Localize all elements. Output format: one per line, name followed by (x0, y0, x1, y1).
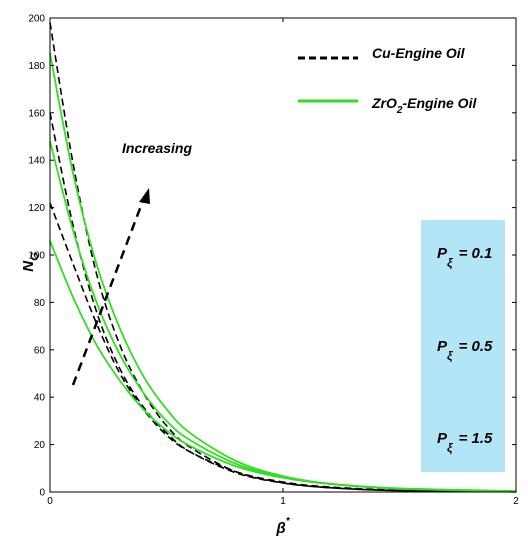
ticks-layer: 0 20 40 60 80 100 120 140 160 180 200 0 1 2 (28, 14, 519, 508)
y-tick-label: 140 (28, 156, 45, 167)
y-tick-label: 60 (34, 345, 46, 356)
parameter-box (421, 220, 505, 472)
param-label-2: Pξ = 1.5 (437, 430, 493, 455)
y-tick-label: 40 (34, 393, 46, 404)
y-tick-label: 100 (28, 251, 45, 262)
x-tick-label: 2 (513, 496, 519, 507)
increasing-annotation: Increasing (122, 140, 192, 156)
cu-series-line-0.5 (49, 112, 517, 493)
y-tick-label: 160 (28, 108, 45, 119)
increasing-arrow (71, 188, 150, 386)
x-tick-label: 0 (47, 496, 53, 507)
y-tick-label: 20 (34, 440, 46, 451)
y-tick-label: 80 (34, 298, 46, 309)
x-tick-label: 1 (280, 496, 286, 507)
y-tick-label: 180 (28, 61, 45, 72)
arrow-head (139, 188, 150, 204)
series-layer (49, 22, 517, 493)
y-tick-label: 200 (28, 14, 45, 25)
parameter-box-background (421, 220, 505, 472)
y-tick-label: 120 (28, 203, 45, 214)
legend-label-cu: Cu-Engine Oil (372, 45, 466, 61)
y-tick-label: 0 (39, 488, 45, 499)
zro2-series-line-1.5 (49, 53, 517, 493)
arrow-shaft (71, 197, 146, 386)
